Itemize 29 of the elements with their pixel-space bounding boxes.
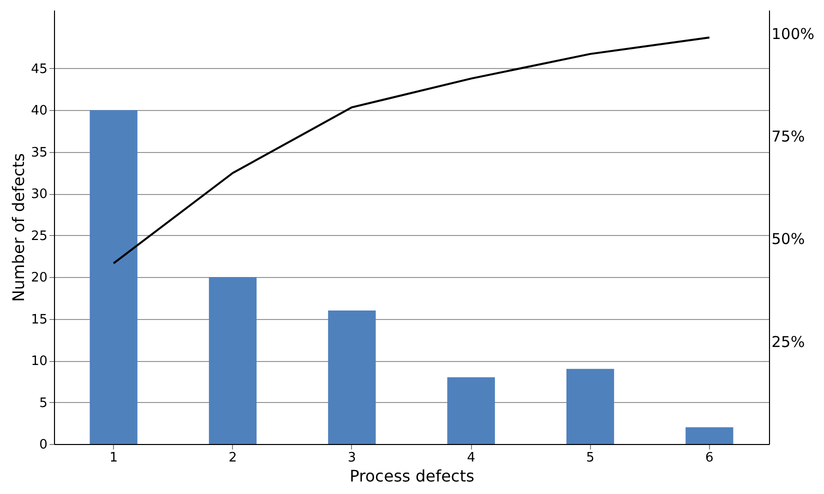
bar: [208, 277, 257, 444]
y2-tick-label: 75%: [772, 128, 805, 146]
bar: [686, 427, 734, 444]
y2-tick-label: 100%: [772, 24, 814, 43]
y-tick-label: 15: [30, 312, 48, 328]
y-axis-title: Number of defects: [8, 153, 28, 302]
y-tick-label: 40: [30, 104, 48, 119]
y-tick-label: 10: [30, 354, 48, 370]
line-series: [112, 36, 710, 264]
x-tick-label: 5: [586, 450, 594, 466]
x-tick-label: 2: [228, 450, 237, 466]
y-tick-label: 35: [30, 145, 48, 160]
x-tick-label: 3: [348, 450, 356, 466]
y-tick-label: 30: [30, 187, 48, 202]
x-tick-label: 1: [109, 450, 118, 466]
bar: [328, 310, 376, 444]
x-tick-label: 4: [466, 450, 476, 466]
bar: [447, 377, 495, 444]
y-tick-label: 25: [30, 228, 48, 244]
bar: [566, 368, 614, 444]
y-tick-label: 20: [30, 270, 48, 286]
x-tick-label: 6: [705, 450, 714, 466]
y-tick-label: 45: [30, 62, 48, 77]
bar: [90, 110, 138, 444]
y2-tick-label: 50%: [772, 230, 805, 248]
y-tick-label: 0: [39, 438, 48, 452]
y-tick-label: 5: [39, 396, 48, 411]
y2-tick-label: 25%: [772, 332, 805, 351]
x-axis-title: Process defects: [350, 466, 474, 486]
